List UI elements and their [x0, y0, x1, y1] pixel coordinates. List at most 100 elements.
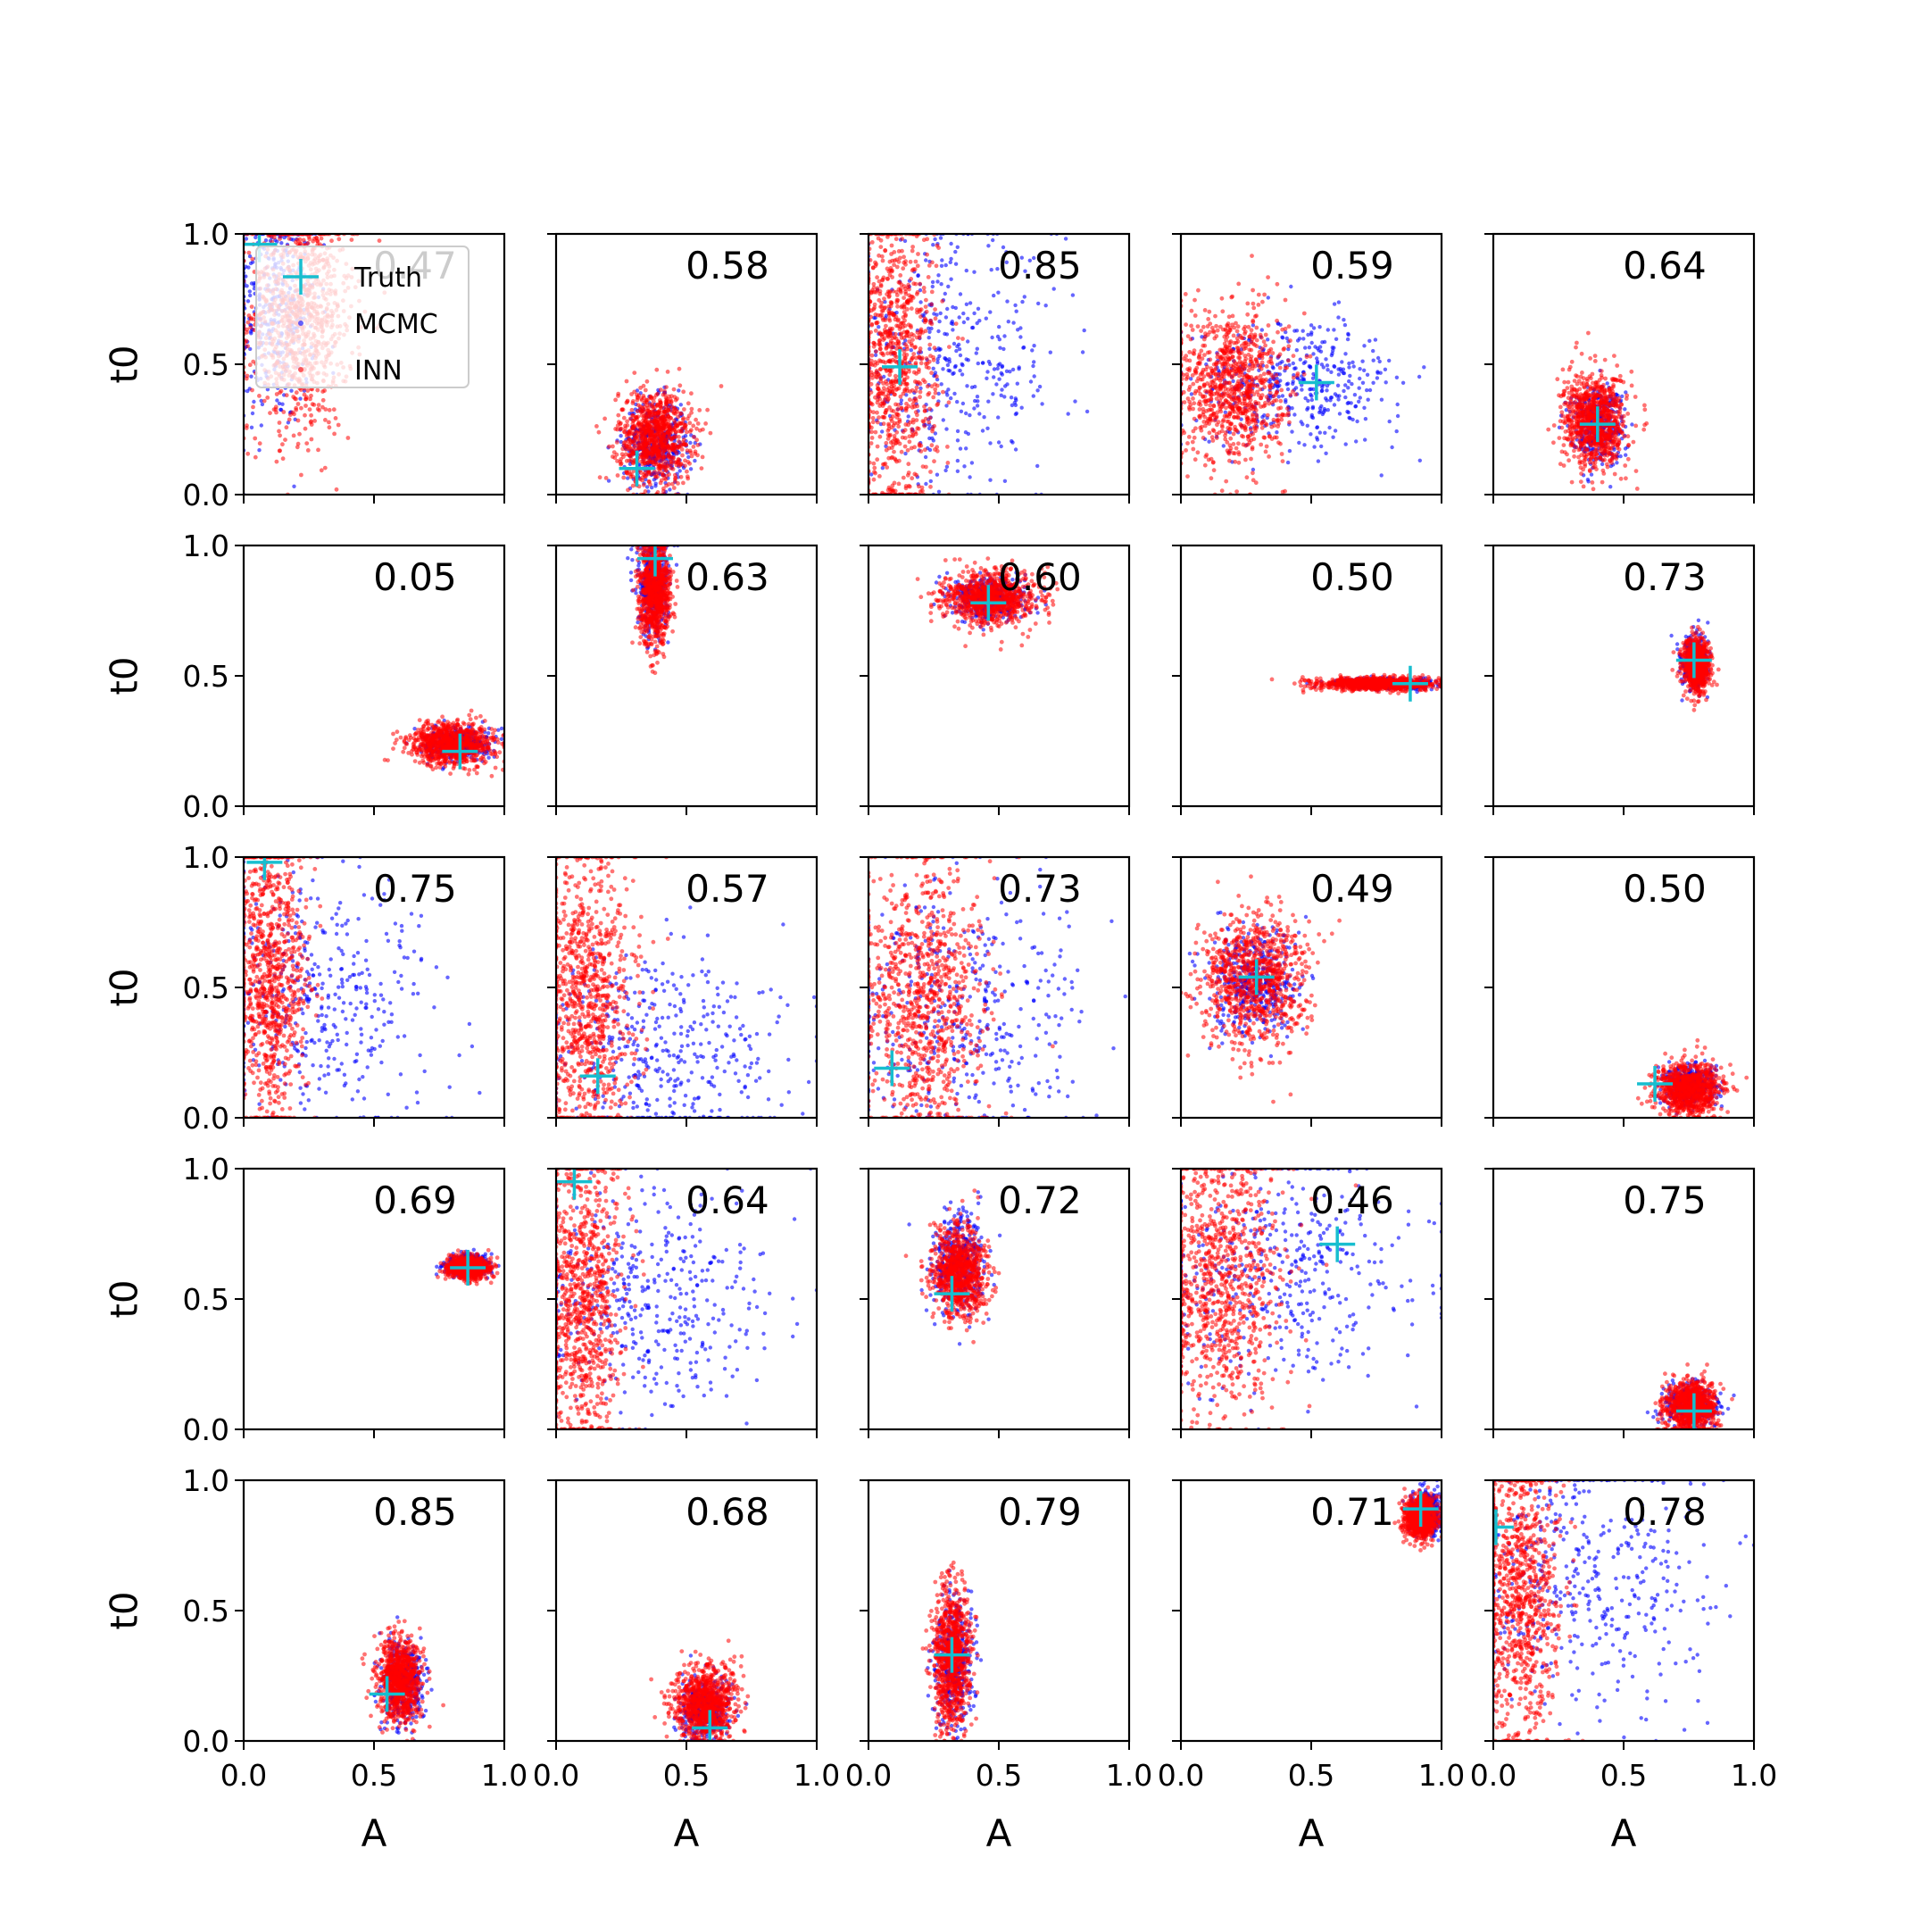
mcmc-point	[988, 362, 992, 366]
inn-point	[1271, 340, 1276, 345]
inn-point	[896, 318, 901, 322]
mcmc-point	[961, 312, 965, 315]
mcmc-point	[965, 303, 968, 306]
inn-point	[641, 459, 645, 463]
mcmc-point	[970, 386, 974, 389]
inn-point	[1203, 331, 1208, 336]
inn-point	[915, 292, 919, 296]
inn-point	[700, 466, 704, 471]
inn-point	[870, 240, 875, 245]
mcmc-point	[1374, 337, 1377, 341]
inn-point	[893, 458, 898, 462]
mcmc-point	[935, 473, 939, 477]
inn-point	[306, 448, 311, 453]
inn-point	[904, 334, 909, 338]
mcmc-point	[950, 321, 953, 325]
mcmc-point	[1315, 436, 1318, 439]
mcmc-point	[990, 336, 993, 339]
mcmc-point	[931, 280, 935, 284]
mcmc-point	[1347, 362, 1350, 365]
inn-point	[894, 346, 899, 351]
inn-point	[871, 266, 876, 271]
inn-point	[902, 392, 906, 396]
mcmc-point	[934, 371, 937, 374]
inn-point	[885, 369, 889, 373]
inn-point	[678, 429, 683, 434]
inn-point	[320, 468, 324, 472]
mcmc-point	[1001, 372, 1004, 376]
inn-point	[915, 404, 919, 409]
inn-point	[296, 442, 301, 446]
inn-point	[902, 378, 907, 382]
inn-point	[909, 260, 913, 264]
mcmc-point	[1355, 420, 1359, 423]
mcmc-point	[1323, 431, 1326, 435]
inn-point	[613, 398, 618, 403]
inn-point	[889, 456, 893, 461]
inn-point	[1214, 324, 1218, 329]
inn-point	[666, 463, 670, 468]
inn-point	[686, 401, 691, 405]
mcmc-point	[942, 418, 945, 421]
inn-point	[893, 481, 897, 486]
inn-point	[636, 423, 640, 428]
inn-point	[661, 393, 666, 397]
inn-point	[887, 312, 892, 317]
inn-point	[268, 411, 272, 415]
inn-point	[275, 392, 279, 396]
mcmc-point	[970, 461, 974, 464]
mcmc-point	[1371, 381, 1375, 385]
inn-point	[891, 414, 895, 419]
inn-point	[320, 389, 325, 394]
mcmc-point	[1052, 287, 1056, 290]
mcmc-point	[1262, 413, 1266, 417]
mcmc-point	[1029, 379, 1033, 383]
mcmc-point	[927, 437, 931, 440]
inn-point	[693, 452, 697, 456]
inn-point	[911, 333, 916, 337]
inn-point	[884, 324, 888, 329]
mcmc-point	[1317, 411, 1321, 414]
mcmc-point	[1294, 386, 1298, 389]
inn-point	[892, 384, 896, 388]
mcmc-point	[1276, 362, 1279, 366]
inn-point	[613, 427, 618, 431]
mcmc-point	[933, 237, 936, 241]
mcmc-point	[1396, 403, 1400, 406]
inn-point	[672, 412, 677, 416]
inn-point	[1251, 319, 1255, 323]
mcmc-point	[937, 354, 941, 358]
inn-point	[914, 361, 918, 365]
inn-point	[248, 362, 253, 367]
inn-point	[631, 399, 636, 404]
inn-point	[662, 389, 667, 394]
inn-point	[926, 384, 930, 388]
inn-point	[654, 437, 659, 442]
mcmc-point	[952, 342, 956, 346]
inn-point	[879, 284, 884, 288]
inn-point	[660, 435, 664, 439]
inn-point	[905, 347, 910, 352]
mcmc-point	[1336, 315, 1340, 319]
inn-point	[1184, 292, 1188, 296]
mcmc-point	[939, 236, 943, 239]
inn-point	[923, 409, 927, 413]
mcmc-point	[949, 257, 952, 261]
mcmc-point	[1316, 425, 1319, 429]
mcmc-point	[986, 244, 990, 247]
inn-point	[874, 329, 878, 333]
mcmc-point	[1023, 295, 1026, 298]
mcmc-point	[996, 363, 1000, 367]
mcmc-point	[1031, 364, 1035, 368]
mcmc-point	[945, 465, 949, 469]
inn-point	[873, 261, 877, 265]
mcmc-point	[941, 367, 944, 371]
inn-point	[900, 249, 904, 254]
inn-point	[922, 404, 927, 409]
mcmc-point	[292, 485, 295, 488]
inn-point	[889, 352, 893, 356]
y-tick-label: 0.0	[183, 478, 229, 512]
inn-point	[903, 356, 908, 361]
inn-point	[877, 474, 882, 479]
mcmc-point	[1303, 360, 1307, 363]
